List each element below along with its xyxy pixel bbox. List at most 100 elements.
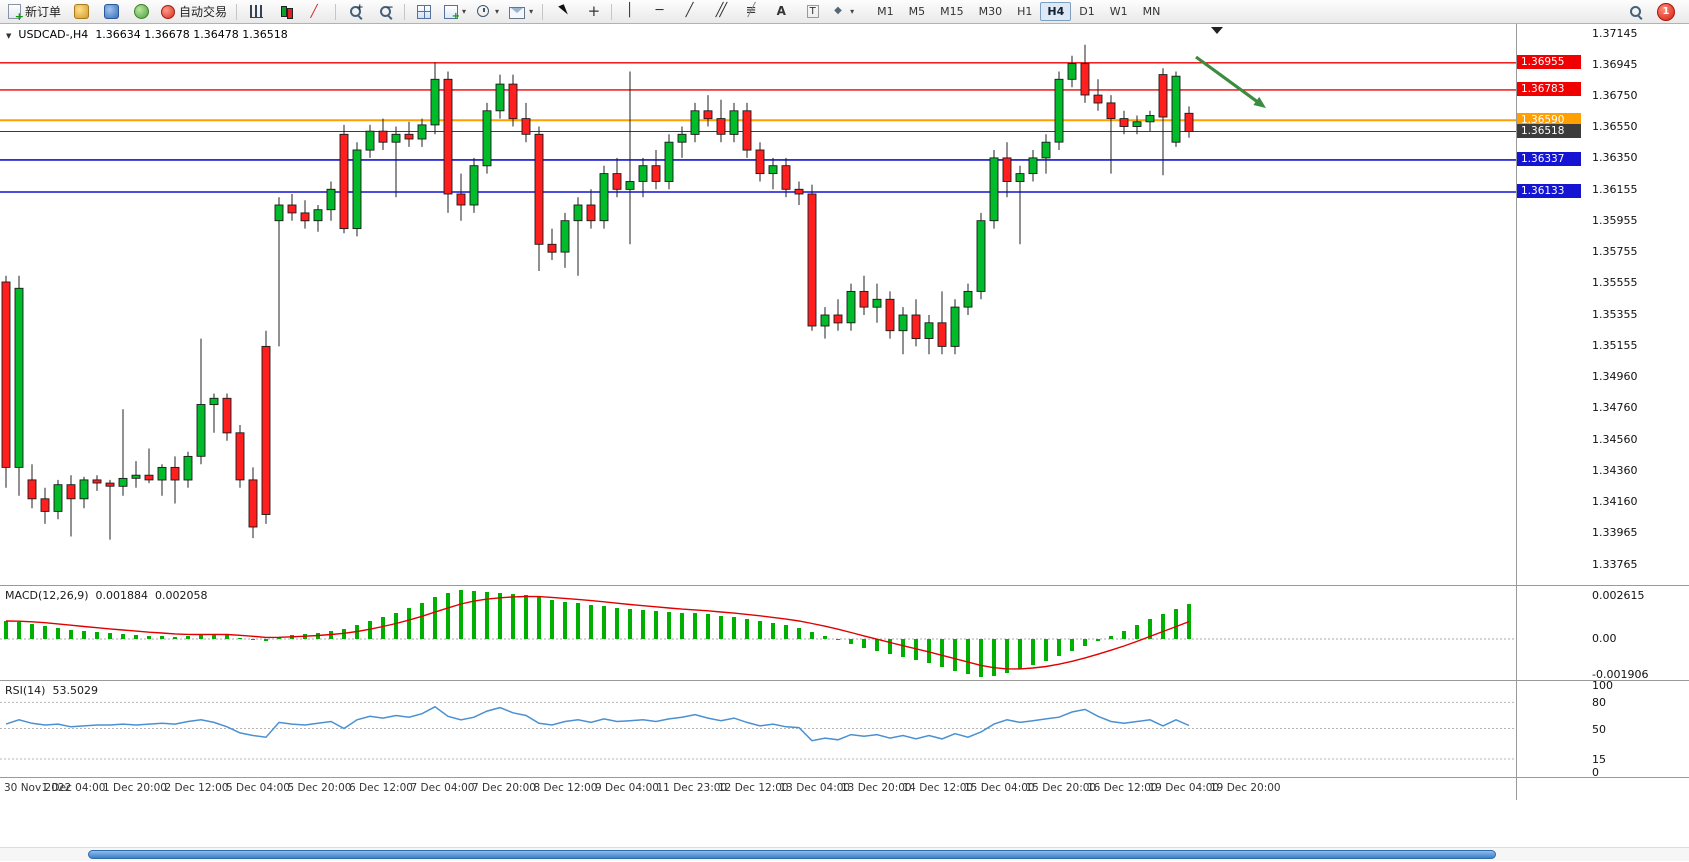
macd-title: MACD(12,26,9) — [5, 589, 89, 602]
line-chart-button[interactable] — [302, 1, 330, 23]
annotation-arrow-head — [1253, 96, 1266, 108]
fibonacci-button[interactable] — [737, 1, 765, 23]
macd-histogram-bar — [472, 591, 476, 639]
notification-badge[interactable]: 1 — [1657, 2, 1675, 21]
macd-histogram-bar — [836, 639, 840, 640]
macd-value-2: 0.002058 — [155, 589, 208, 602]
candle-body — [131, 474, 141, 479]
candle-body — [482, 110, 492, 167]
search-button[interactable] — [1621, 1, 1649, 23]
macd-histogram-bar — [875, 639, 879, 651]
rsi-indicator-chart[interactable] — [0, 681, 1516, 776]
macd-histogram-bar — [485, 592, 489, 639]
timeframe-w1-button[interactable]: W1 — [1109, 5, 1128, 18]
time-axis-label: 30 Nov 2022 — [4, 782, 72, 794]
price-axis-label: 1.36945 — [1592, 57, 1638, 71]
macd-histogram-bar — [69, 630, 73, 639]
macd-histogram-bar — [186, 636, 190, 639]
macd-histogram-bar — [225, 635, 229, 639]
macd-histogram-bar — [784, 625, 788, 639]
horizontal-scrollbar-thumb[interactable] — [88, 850, 1496, 859]
candle-body — [378, 130, 388, 143]
candle-body — [1119, 118, 1129, 127]
macd-signal-line — [5, 595, 1190, 670]
text-tool-button[interactable] — [767, 1, 795, 23]
candle-body — [274, 204, 284, 222]
price-axis[interactable]: 1.37145 1.36945 1.36750 1.36550 1.36350 1.361… — [1516, 0, 1689, 800]
time-axis-label: 1 Dec 04:00 — [41, 782, 106, 794]
macd-histogram-bar — [537, 597, 541, 639]
candle-body — [144, 474, 154, 481]
candle-body — [729, 110, 739, 135]
bar-chart-button[interactable] — [242, 1, 270, 23]
price-axis-label: 1.36750 — [1592, 88, 1638, 102]
horizontal-scrollbar-track[interactable] — [0, 847, 1689, 861]
timeframe-m5-button[interactable]: M5 — [908, 5, 926, 18]
zoom-out-button[interactable] — [371, 1, 399, 23]
panel-resize-handle[interactable] — [0, 777, 1689, 778]
timeframe-h1-button[interactable]: H1 — [1017, 5, 1033, 18]
panel-resize-handle[interactable] — [0, 680, 1689, 681]
candle-body — [1015, 173, 1025, 182]
rsi-axis-label: 15 — [1592, 752, 1606, 766]
vertical-line-button[interactable] — [617, 1, 645, 23]
timeframe-mn-button[interactable]: MN — [1142, 5, 1161, 18]
candle-body — [209, 397, 219, 406]
macd-histogram-bar — [940, 639, 944, 667]
chevron-down-icon — [529, 7, 533, 16]
shapes-dropdown-button[interactable] — [827, 1, 858, 23]
main-price-chart[interactable] — [0, 24, 1516, 585]
rsi-axis-label: 0 — [1592, 766, 1599, 779]
candle-body — [573, 204, 583, 222]
timeframe-m30-button[interactable]: M30 — [978, 5, 1003, 18]
collapse-caret-icon[interactable] — [6, 28, 11, 41]
tile-windows-button[interactable] — [410, 1, 438, 23]
vertical-line-icon — [624, 3, 639, 19]
macd-indicator-chart[interactable] — [0, 586, 1516, 680]
new-chart-button[interactable] — [440, 1, 470, 23]
navigator-button[interactable] — [127, 1, 155, 23]
candle-body — [560, 220, 570, 253]
candle-body — [1080, 63, 1090, 96]
market-watch-button[interactable] — [97, 1, 125, 23]
candle-body — [1158, 74, 1168, 118]
macd-histogram-bar — [147, 636, 151, 639]
timeframe-m1-button[interactable]: M1 — [877, 5, 894, 18]
new-order-button[interactable]: 新订单 — [4, 1, 65, 23]
candlestick-chart-button[interactable] — [272, 1, 300, 23]
strategy-tester-button[interactable] — [505, 1, 537, 23]
clock-button[interactable] — [472, 1, 503, 23]
time-axis[interactable]: 30 Nov 2022 1 Dec 04:00 1 Dec 20:00 2 Dec 1… — [0, 778, 1689, 800]
trendline-button[interactable] — [677, 1, 705, 23]
chevron-down-icon — [462, 7, 466, 16]
macd-histogram-bar — [212, 634, 216, 639]
horizontal-line-button[interactable] — [647, 1, 675, 23]
price-axis-label: 1.34960 — [1592, 370, 1638, 384]
crosshair-button[interactable] — [578, 1, 606, 23]
autotrading-button[interactable]: 自动交易 — [157, 1, 231, 23]
price-axis-label: 1.34560 — [1592, 432, 1638, 446]
resistance-price-badge: 1.36783 — [1517, 82, 1581, 97]
zoom-in-button[interactable] — [341, 1, 369, 23]
candle-body — [885, 298, 895, 332]
macd-histogram-bar — [459, 590, 463, 639]
macd-histogram-bar — [719, 616, 723, 639]
timeframe-h4-button[interactable]: H4 — [1040, 2, 1072, 21]
macd-histogram-bar — [732, 617, 736, 639]
price-axis-label: 1.34160 — [1592, 495, 1638, 509]
charts-profile-button[interactable] — [67, 1, 95, 23]
macd-axis-label: 0.00 — [1592, 632, 1617, 645]
candle-body — [1002, 157, 1012, 182]
label-tool-button[interactable] — [797, 1, 825, 23]
candle-body — [1184, 112, 1194, 132]
cursor-button[interactable] — [548, 1, 576, 23]
equidistant-channel-button[interactable] — [707, 1, 735, 23]
candle-body — [27, 479, 37, 500]
timeframe-d1-button[interactable]: D1 — [1079, 5, 1095, 18]
candle-body — [586, 204, 596, 222]
symbol-label: USDCAD-,H4 — [18, 28, 89, 41]
timeframe-m15-button[interactable]: M15 — [940, 5, 964, 18]
macd-histogram-bar — [563, 602, 567, 639]
macd-histogram-bar — [524, 595, 528, 639]
panel-resize-handle[interactable] — [0, 585, 1689, 586]
